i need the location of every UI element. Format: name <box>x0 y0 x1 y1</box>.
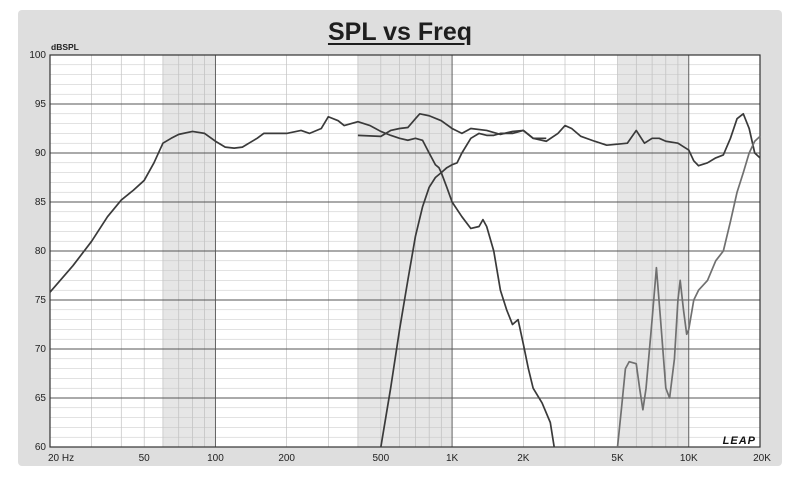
y-axis-label: dBSPL <box>51 42 79 52</box>
series-curve-1 <box>49 115 556 448</box>
x-tick-label: 1K <box>446 453 459 464</box>
leap-logo: LEAP <box>723 435 756 447</box>
x-tick-label: 50 <box>139 453 151 464</box>
x-tick-label: 20K <box>753 453 771 464</box>
y-tick-label: 95 <box>35 99 47 110</box>
y-tick-label: 75 <box>35 295 47 306</box>
x-tick-label: 5K <box>611 453 624 464</box>
y-tick-label: 65 <box>35 393 47 404</box>
x-tick-label: 20 Hz <box>48 453 74 464</box>
x-tick-label: 200 <box>278 453 295 464</box>
x-tick-label: 2K <box>517 453 530 464</box>
chart-title: SPL vs Freq <box>327 18 473 46</box>
chart-frame: SPL vs Freq 100 95 90 85 80 75 70 65 60 20 Hz 50 1… <box>18 10 782 466</box>
y-tick-label: 85 <box>35 197 47 208</box>
series-curve-2 <box>380 112 761 448</box>
y-tick-label: 60 <box>35 442 47 453</box>
x-tick-label: 100 <box>207 453 224 464</box>
y-tick-label: 80 <box>35 246 47 257</box>
plot-border <box>49 54 761 448</box>
y-tick-label: 90 <box>35 148 47 159</box>
series-curve-4 <box>616 135 761 448</box>
y-tick-label: 100 <box>29 50 46 61</box>
series-curve-3 <box>357 112 547 140</box>
spl-chart: 100 95 90 85 80 75 70 65 60 20 Hz 50 100 200 500 1K 2K… <box>29 42 771 464</box>
x-tick-label: 10K <box>680 453 698 464</box>
x-tick-label: 500 <box>373 453 390 464</box>
y-tick-label: 70 <box>35 344 47 355</box>
